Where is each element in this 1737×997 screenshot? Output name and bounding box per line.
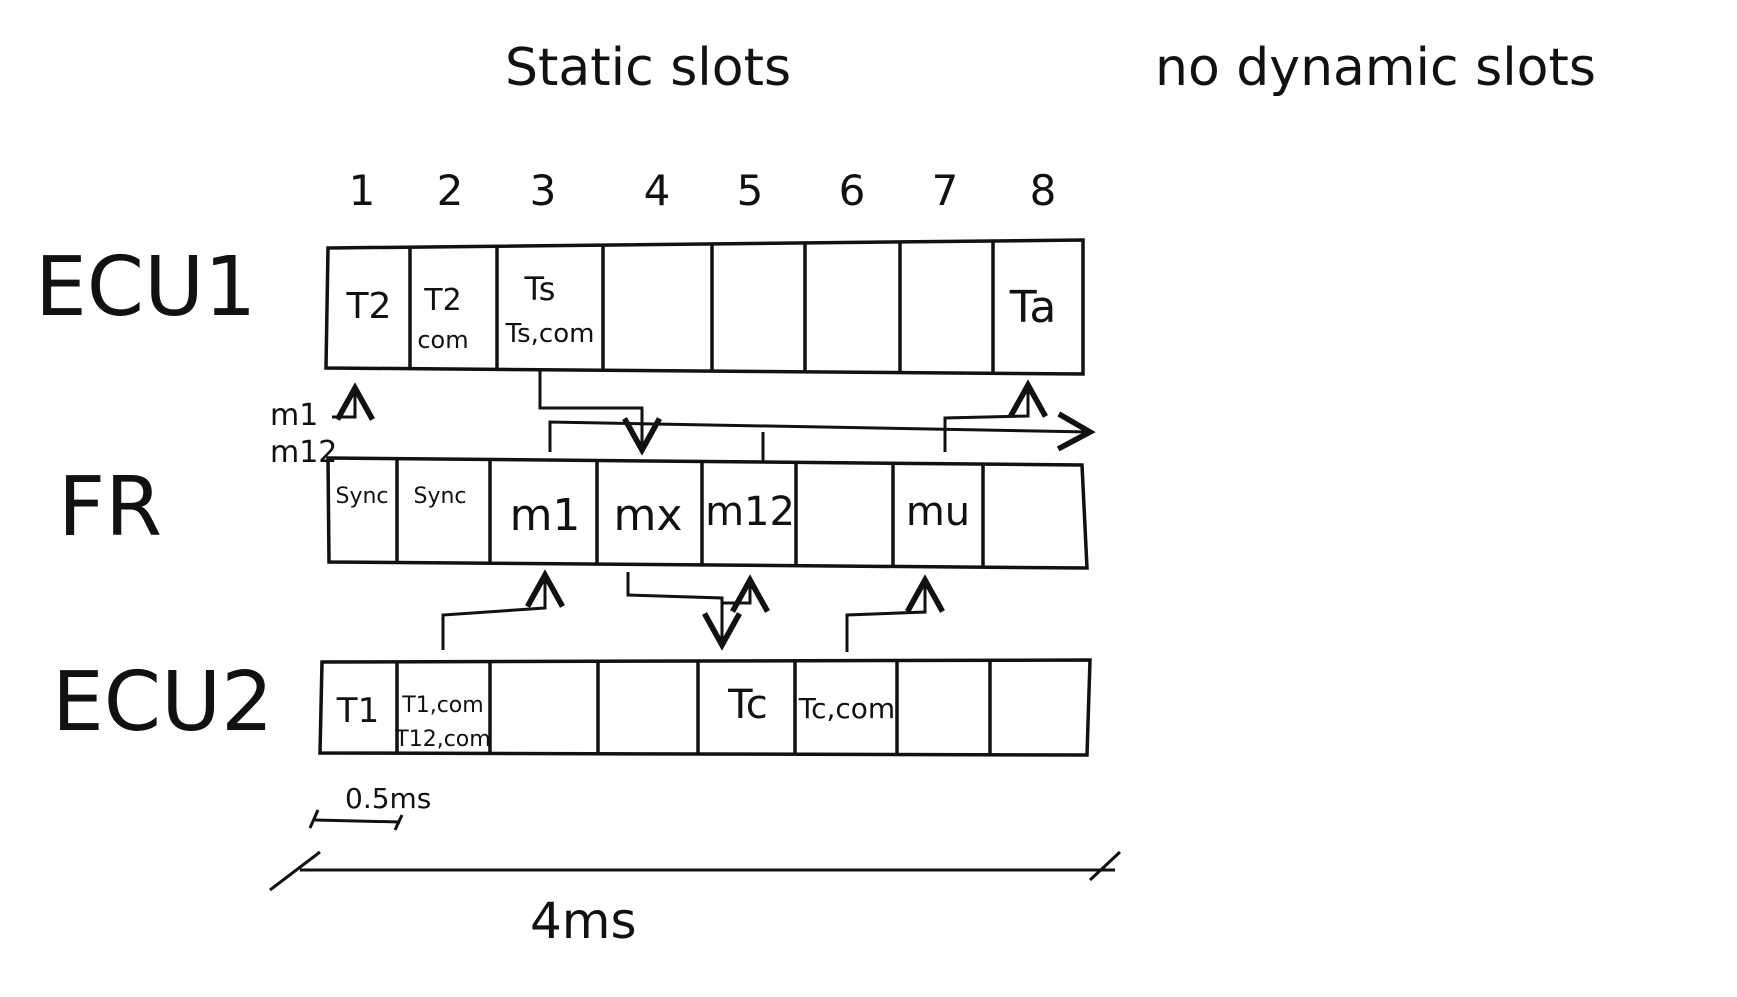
- side-label-m12: m12: [270, 435, 337, 470]
- heading-static-slots: Static slots: [505, 38, 791, 98]
- arrow-tccom-to-mu: [845, 574, 945, 652]
- slot-number-6: 6: [839, 166, 866, 215]
- arrow-t1com-to-m1: [441, 569, 565, 650]
- ecu2-bar-outline: [318, 658, 1092, 757]
- arrow-fr-to-next-cycle: [548, 411, 1096, 452]
- cycle-tick-right: [1088, 850, 1122, 882]
- heading-no-dynamic-slots: no dynamic slots: [1155, 38, 1596, 98]
- slot-number-8: 8: [1030, 166, 1057, 215]
- slot-number-5: 5: [737, 166, 764, 215]
- slot-number-4: 4: [644, 166, 671, 215]
- side-label-m1: m1: [270, 398, 318, 433]
- fr-slot-bar: [326, 456, 1089, 570]
- cycle-duration-label: 4ms: [530, 892, 637, 950]
- ecu2-cell-6-main: Tc,com: [798, 692, 895, 725]
- fr-cell-5-main: m12: [705, 489, 795, 535]
- fr-cell-2-main: Sync: [413, 484, 466, 509]
- ecu1-slot-bar: [324, 238, 1085, 376]
- cycle-tick-left: [269, 850, 321, 892]
- ecu2-cell-2-sub: T12,com: [394, 727, 490, 752]
- arrow-ts-to-mx: [538, 370, 662, 456]
- arrow-m1-to-ecu1: [332, 382, 375, 421]
- ecu1-cell-1-main: T2: [346, 286, 392, 327]
- ecu2-cell-5-main: Tc: [727, 682, 768, 728]
- ecu1-bar-outline: [324, 238, 1085, 376]
- row-label-ecu2: ECU2: [52, 655, 273, 750]
- slot-duration-line: [314, 818, 401, 824]
- ecu1-cell-2-sub: com: [417, 326, 468, 354]
- timing-annotations: [269, 809, 1122, 892]
- ecu1-cell-2-main: T2: [423, 283, 461, 318]
- connector-arrows: [332, 370, 1096, 652]
- slot-number-row: 1 2 3 4 5 6 7 8: [349, 166, 1057, 215]
- fr-cell-3-main: m1: [510, 490, 581, 541]
- arrow-mu-to-ta: [943, 379, 1048, 452]
- fr-cell-1-main: Sync: [335, 484, 388, 509]
- slot-number-7: 7: [932, 166, 959, 215]
- ecu1-cell-3-main: Ts: [524, 270, 556, 308]
- ecu2-cell-2-main: T1,com: [401, 693, 483, 718]
- slot-number-2: 2: [437, 166, 464, 215]
- fr-bar-outline: [326, 456, 1089, 570]
- slot-number-1: 1: [349, 166, 376, 215]
- fr-cell-4-main: mx: [614, 490, 683, 541]
- ecu1-cell-8-main: Ta: [1009, 282, 1057, 333]
- ecu2-slot-bar: [318, 658, 1092, 757]
- arrow-tc-to-m12: [722, 574, 770, 613]
- ecu1-cell-3-sub: Ts,com: [505, 319, 595, 349]
- arrow-mx-to-tc: [626, 572, 742, 651]
- fr-cell-7-main: mu: [906, 489, 970, 535]
- slot-duration-label: 0.5ms: [345, 782, 431, 815]
- slot-tick-left: [308, 809, 320, 829]
- slot-number-3: 3: [530, 166, 557, 215]
- row-label-fr: FR: [58, 460, 162, 555]
- row-label-ecu1: ECU1: [35, 240, 256, 335]
- ecu2-cell-1-main: T1: [336, 691, 379, 731]
- slot-tick-right: [393, 814, 404, 831]
